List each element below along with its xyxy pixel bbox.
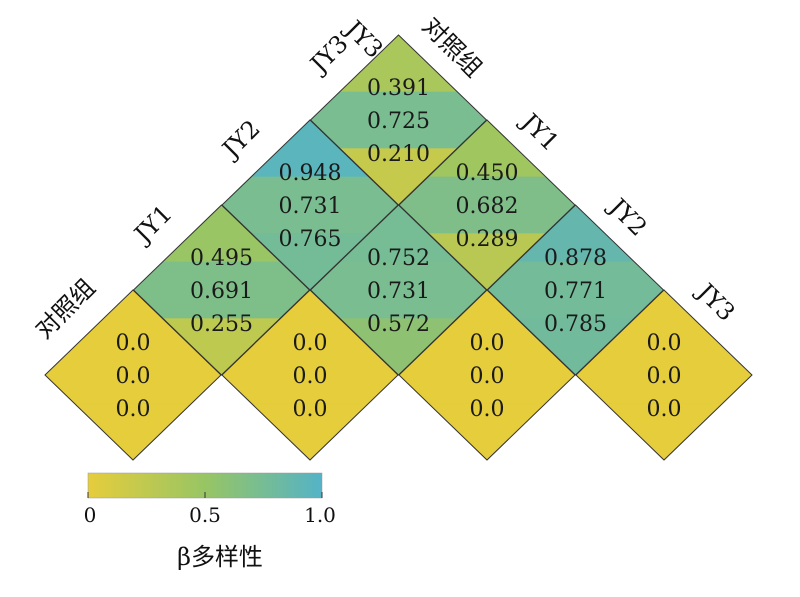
heatmap-cells: 0.0 0.0 0.0 0.0 0.0 0.0 0.0 0.0 0.0 0.0 0.0 0.0 0.49… [44,34,753,461]
cell-value-label: 0.0 [293,397,328,422]
colorbar-tick-label: 1.0 [304,503,336,527]
cell-value-label: 0.0 [116,364,151,389]
colorbar: 0 0.5 1.0 β多样性 [84,472,336,571]
cell-value-label: 0.771 [544,279,607,304]
cell-value-label: 0.289 [456,227,519,252]
cell-value-label: 0.765 [279,227,342,252]
cell-band [310,91,487,149]
right-axis-label: JY3 [690,276,741,327]
cell-value-label: 0.391 [367,76,430,101]
cell-value-label: 0.731 [279,194,342,219]
cell-value-label: 0.0 [647,331,682,356]
cell-band [222,346,398,404]
cell-value-label: 0.948 [279,161,342,186]
cell-value-label: 0.731 [367,279,430,304]
cell-value-label: 0.450 [456,161,519,186]
colorbar-title: β多样性 [177,543,263,571]
cell-band [310,261,487,319]
colorbar-tick-label: 0.5 [189,503,221,527]
cell-value-label: 0.0 [470,364,505,389]
right-axis-label: JY2 [602,191,653,242]
cell-outline [309,34,488,206]
cell-value-label: 0.210 [367,142,430,167]
right-axis-label: JY1 [514,106,565,157]
cell-value-label: 0.495 [190,246,253,271]
colorbar-tick-label: 0 [84,503,97,527]
cell-band [399,176,575,234]
cell-band [222,176,398,234]
cell-value-label: 0.0 [470,397,505,422]
cell-value-label: 0.752 [367,246,430,271]
cell-value-label: 0.0 [647,397,682,422]
cell-value-label: 0.572 [367,312,430,337]
cell-value-label: 0.0 [293,331,328,356]
cell-band [133,261,310,319]
cell-band [45,346,221,404]
cell-value-label: 0.0 [293,364,328,389]
cell-band [399,346,575,404]
cell-value-label: 0.691 [190,279,253,304]
cell-band [576,346,752,404]
cell-value-label: 0.0 [647,364,682,389]
cell-value-label: 0.878 [544,246,607,271]
cell-value-label: 0.0 [116,397,151,422]
cell-value-label: 0.682 [456,194,519,219]
cell-value-label: 0.0 [116,331,151,356]
cell-value-label: 0.0 [470,331,505,356]
cell-value-label: 0.725 [367,109,430,134]
cell-value-label: 0.255 [190,312,253,337]
left-axis-label: JY2 [215,115,266,166]
left-axis-label: JY1 [127,200,178,251]
cell-band [487,261,664,319]
cell-value-label: 0.785 [544,312,607,337]
